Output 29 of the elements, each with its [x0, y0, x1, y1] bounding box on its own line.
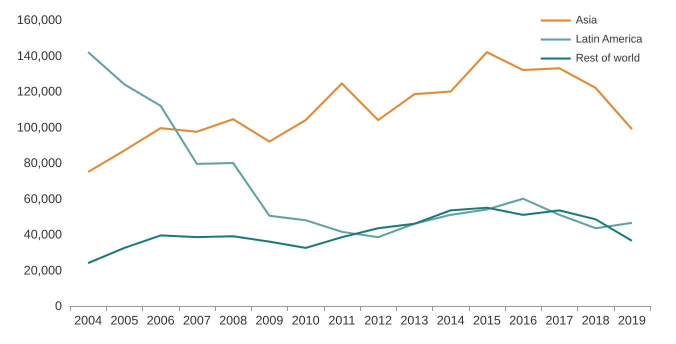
- x-tick-label: 2016: [509, 314, 538, 328]
- x-tick-label: 2009: [255, 314, 284, 328]
- x-tick-label: 2015: [472, 314, 501, 328]
- y-tick-label: 60,000: [24, 192, 62, 206]
- y-tick-label: 20,000: [24, 263, 62, 278]
- y-tick-label: 140,000: [16, 48, 62, 63]
- x-tick-label: 2008: [219, 314, 248, 328]
- x-tick-label: 2014: [436, 314, 465, 328]
- y-tick-label: 100,000: [16, 120, 62, 134]
- legend-label: Latin America: [576, 34, 644, 46]
- x-tick-label: 2006: [146, 314, 175, 328]
- legend-label: Rest of world: [576, 52, 640, 64]
- legend-label: Asia: [576, 14, 598, 26]
- y-tick-label: 80,000: [24, 156, 62, 170]
- x-tick-label: 2004: [74, 314, 102, 328]
- x-tick-label: 2019: [618, 314, 646, 328]
- x-tick-label: 2018: [582, 314, 610, 328]
- y-tick-label: 120,000: [16, 84, 62, 98]
- x-tick-label: 2011: [328, 314, 356, 328]
- x-tick-label: 2005: [110, 314, 138, 328]
- x-tick-label: 2017: [545, 314, 574, 328]
- x-tick-label: 2010: [292, 314, 320, 328]
- y-tick-label: 0: [55, 299, 62, 313]
- y-tick-label: 160,000: [16, 13, 62, 27]
- x-tick-label: 2012: [364, 314, 392, 328]
- x-tick-label: 2007: [182, 314, 211, 328]
- line-series: [87, 206, 633, 264]
- y-tick-label: 40,000: [24, 228, 62, 242]
- x-tick-label: 2013: [400, 314, 428, 328]
